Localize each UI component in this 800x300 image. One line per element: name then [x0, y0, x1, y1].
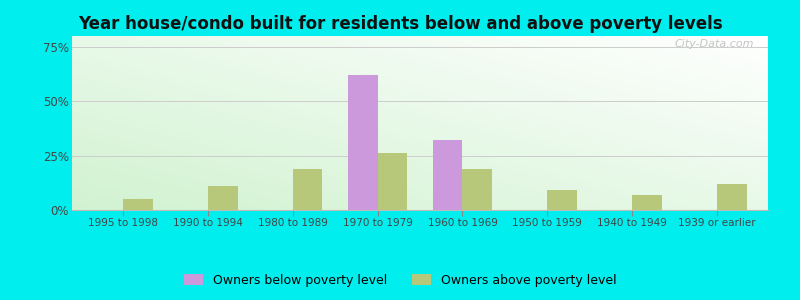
Bar: [208, 186, 238, 210]
Bar: [717, 184, 746, 210]
Bar: [348, 75, 378, 210]
Bar: [378, 154, 407, 210]
Text: Year house/condo built for residents below and above poverty levels: Year house/condo built for residents bel…: [78, 15, 722, 33]
Bar: [433, 140, 462, 210]
Legend: Owners below poverty level, Owners above poverty level: Owners below poverty level, Owners above…: [180, 270, 620, 291]
Bar: [123, 199, 153, 210]
Bar: [462, 169, 492, 210]
Bar: [293, 169, 322, 210]
Text: City-Data.com: City-Data.com: [674, 40, 754, 50]
Bar: [547, 190, 577, 210]
Bar: [632, 195, 662, 210]
